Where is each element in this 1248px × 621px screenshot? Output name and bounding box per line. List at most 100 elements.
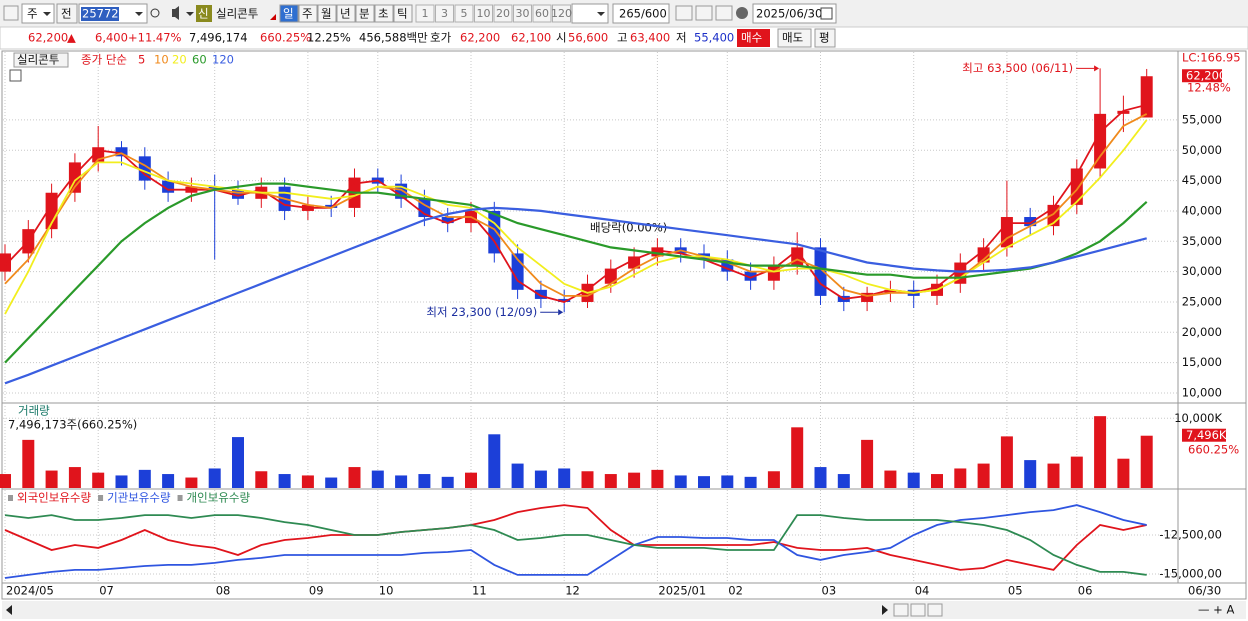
dropdown[interactable]: [571, 3, 609, 24]
calendar-icon[interactable]: [820, 7, 833, 20]
interval-text: 10: [477, 7, 491, 20]
volume-bar: [907, 472, 920, 488]
interval-button[interactable]: [532, 4, 552, 23]
volume-bar: [371, 470, 384, 488]
volume-bar: [301, 475, 314, 488]
tool-icon[interactable]: [675, 5, 693, 21]
volume-bar: [1094, 416, 1107, 488]
candle-body: [208, 186, 221, 190]
period-button[interactable]: [393, 4, 413, 23]
quote-open: 56,600: [568, 31, 608, 45]
interval-button[interactable]: [415, 4, 435, 23]
scroll-right[interactable]: [882, 605, 888, 615]
interval-button[interactable]: [454, 4, 474, 23]
volume-bar: [208, 468, 221, 488]
x-tick-label: 03: [822, 584, 837, 598]
period-text: 틱: [397, 7, 408, 21]
series-line: [4, 504, 1147, 579]
period-button[interactable]: [317, 4, 337, 23]
candle-body: [744, 271, 757, 281]
nav-button[interactable]: [927, 603, 943, 617]
series-line: [4, 206, 1147, 385]
tool-icon[interactable]: [695, 5, 713, 21]
volume-bar: [511, 463, 524, 488]
candle-body: [115, 147, 128, 157]
y-tick-label: -15,000,00: [1159, 566, 1222, 580]
dropdown-arrow: [186, 12, 194, 16]
last-volume-box: [1182, 428, 1226, 442]
nav-button[interactable]: [893, 603, 909, 617]
save-icon[interactable]: [715, 5, 733, 21]
scrollbar[interactable]: [2, 601, 1246, 619]
table-icon[interactable]: [9, 69, 22, 82]
buy-button[interactable]: [737, 29, 770, 47]
code-text: 257720: [82, 7, 126, 21]
zoom-controls[interactable]: — + A: [1198, 603, 1234, 617]
volume-bar: [581, 471, 594, 488]
volume-bar: [931, 474, 943, 488]
x-tick-label: 2024/05: [6, 584, 54, 598]
volume-bar: [558, 468, 571, 488]
sound-icon[interactable]: [172, 6, 179, 20]
count-text: 265/600: [619, 7, 667, 21]
sell-text: 매도: [782, 31, 803, 45]
period-select[interactable]: [21, 3, 55, 24]
eval-button[interactable]: [814, 28, 836, 48]
period-button[interactable]: [298, 4, 318, 23]
period-button[interactable]: [374, 4, 394, 23]
nav-button[interactable]: [910, 603, 926, 617]
date-box[interactable]: [752, 3, 837, 24]
interval-button[interactable]: [513, 4, 532, 23]
interval-button[interactable]: [435, 4, 454, 23]
legend-entry: 10: [154, 53, 169, 67]
settings-icon[interactable]: [736, 7, 748, 19]
compare-button[interactable]: [56, 3, 78, 24]
dropdown-arrow: [597, 12, 605, 16]
candle-body: [1140, 76, 1153, 118]
quote-label: 호가: [430, 31, 452, 45]
period-select-text: 주: [27, 7, 38, 21]
quote-volume-ratio: 660.25%: [260, 31, 311, 45]
volume-bar: [534, 470, 547, 488]
y-tick-label: -12,500,00: [1159, 528, 1222, 542]
candle-body: [604, 268, 617, 284]
volume-bar: [1070, 456, 1083, 488]
candle-body: [138, 156, 151, 181]
dropdown-arrow: [135, 12, 143, 16]
x-tick-label: 05: [1008, 584, 1023, 598]
quote-label: 시: [556, 31, 567, 45]
interval-button[interactable]: [493, 4, 513, 23]
candle-body: [884, 289, 897, 293]
quote-bar: [0, 26, 1248, 50]
annotation-arrowhead: [558, 309, 564, 316]
y-tick-label: 15,000: [1182, 355, 1222, 369]
period-button[interactable]: [355, 4, 375, 23]
interval-button[interactable]: [552, 4, 571, 23]
candle-body: [651, 247, 664, 257]
period-button[interactable]: [336, 4, 356, 23]
scroll-left[interactable]: [6, 605, 12, 615]
stock-name: 실리콘투: [216, 7, 258, 21]
y-tick-label: 25,000: [1182, 294, 1222, 308]
volume-bar: [674, 475, 687, 488]
candle-body: [558, 298, 571, 302]
last-volume-label: 7,496K: [1186, 428, 1227, 442]
quote-turnover: 12.25%: [307, 31, 351, 45]
quote-ask: 62,200: [460, 31, 500, 45]
volume-bar: [395, 475, 408, 488]
candle-body: [861, 292, 874, 302]
last-price-box: [1182, 69, 1222, 83]
badge-text: 신: [198, 7, 209, 21]
annotation: 최저 23,300 (12/09): [426, 305, 537, 319]
sell-button[interactable]: [777, 28, 812, 48]
series-line: [4, 504, 1147, 571]
search-icon[interactable]: [150, 8, 160, 18]
volume-bar: [884, 470, 897, 488]
quote-bid: 62,100: [511, 31, 551, 45]
count-box[interactable]: [612, 3, 670, 24]
menu-icon[interactable]: [3, 5, 19, 21]
y-tick-label: 45,000: [1182, 173, 1222, 187]
interval-button[interactable]: [474, 4, 493, 23]
quote-high: 63,400: [630, 31, 670, 45]
period-button[interactable]: [279, 4, 299, 23]
